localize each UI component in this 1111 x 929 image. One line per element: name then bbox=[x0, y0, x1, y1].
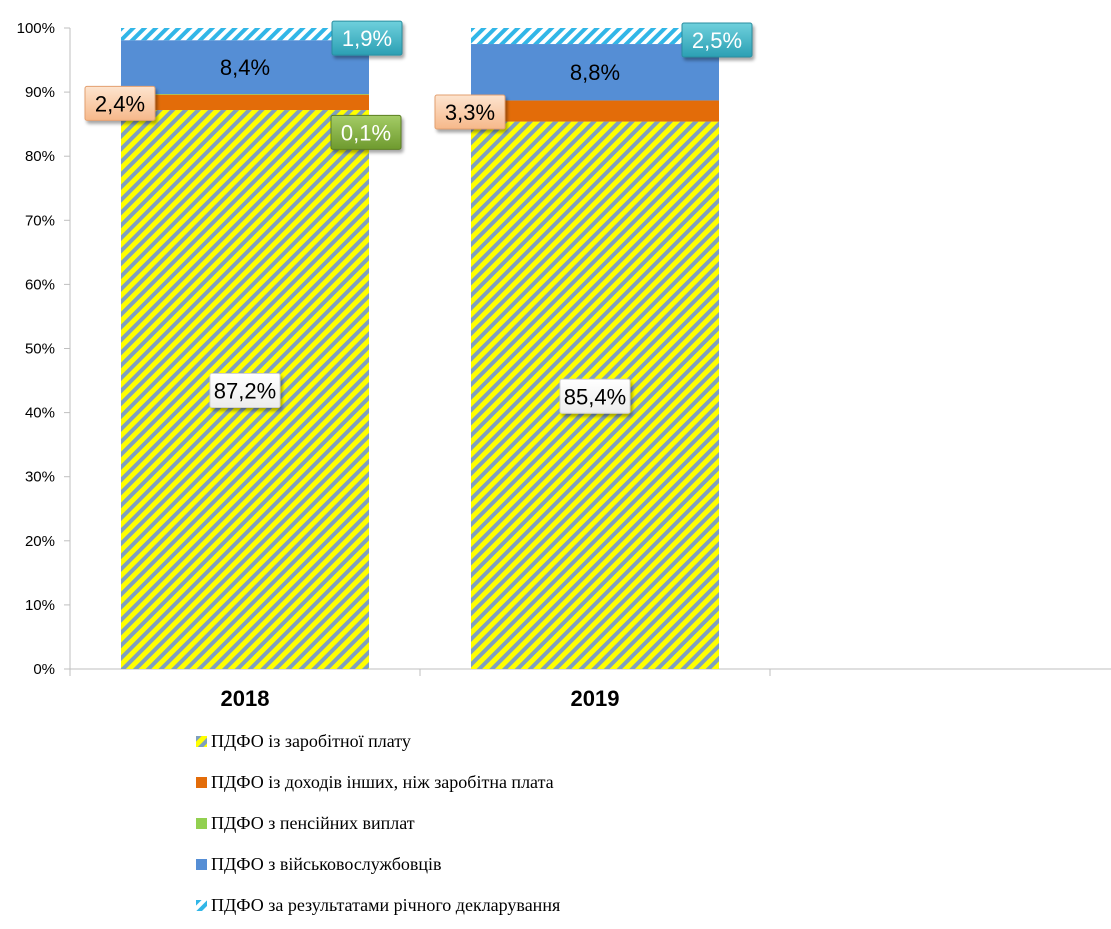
legend-swatch-declaration bbox=[196, 899, 207, 911]
legend-swatch-wages bbox=[196, 735, 207, 747]
axes: 0% 10% 20% 30% 40% 50% 60% 70% 80% 90% 100% bbox=[17, 20, 1111, 678]
data-label: 3,3% bbox=[434, 94, 506, 130]
bar-segment bbox=[471, 100, 719, 122]
y-tick-label: 60% bbox=[25, 276, 55, 293]
bar-segment bbox=[121, 28, 369, 41]
data-label-box bbox=[434, 94, 506, 130]
x-axis-ticks bbox=[69, 669, 771, 676]
y-tick-label: 80% bbox=[25, 148, 55, 165]
y-tick-label: 30% bbox=[25, 469, 55, 486]
bars bbox=[121, 28, 719, 670]
data-labels: 87,2% 85,4% 2,4% 3,3% 0,1% 8,4% 8,8% 1,9% 2,5% bbox=[84, 20, 753, 414]
category-label: 2018 bbox=[221, 686, 270, 711]
data-label-box bbox=[330, 114, 402, 150]
y-tick-label: 90% bbox=[25, 84, 55, 101]
data-label: 1,9% bbox=[331, 20, 403, 56]
data-label-text: 8,8% bbox=[570, 60, 620, 85]
data-label-text: 2,4% bbox=[95, 91, 145, 116]
data-label-text: 0,1% bbox=[341, 120, 391, 145]
y-tick-label: 20% bbox=[25, 533, 55, 550]
data-label-text: 87,2% bbox=[214, 379, 276, 404]
y-tick-label: 100% bbox=[17, 20, 55, 37]
data-label-box bbox=[331, 20, 403, 56]
data-label-box bbox=[209, 373, 281, 409]
category-label: 2019 bbox=[571, 686, 620, 711]
data-label: 0,1% bbox=[330, 114, 402, 150]
data-label: 2,4% bbox=[84, 85, 156, 121]
bar-segment bbox=[121, 94, 369, 95]
legend-swatch-military bbox=[196, 858, 207, 870]
bar-segment bbox=[121, 94, 369, 111]
category-labels: 2018 2019 bbox=[221, 686, 620, 711]
legend-swatch-pensions bbox=[196, 817, 207, 829]
bar-segment bbox=[471, 28, 719, 45]
data-label-box bbox=[681, 22, 753, 58]
y-tick-label: 0% bbox=[33, 661, 55, 678]
y-tick-label: 70% bbox=[25, 212, 55, 229]
data-label-text: 1,9% bbox=[342, 26, 392, 51]
legend-label-military: ПДФО з військовослужбовців bbox=[211, 853, 442, 874]
data-label-box bbox=[84, 85, 156, 121]
data-label: 87,2% bbox=[209, 373, 281, 409]
data-label-box bbox=[559, 378, 631, 414]
y-tick-label: 50% bbox=[25, 341, 55, 358]
bar-segment bbox=[121, 40, 369, 95]
legend-label-other-income: ПДФО із доходів інших, ніж заробітна пла… bbox=[211, 771, 554, 792]
stacked-bar-chart: 0%10%20%30%40%50%60%70%80%90%100% 2018 20… bbox=[17, 20, 1111, 711]
legend-item-wages: ПДФО із заробітної плату bbox=[196, 724, 560, 758]
legend-label-wages: ПДФО із заробітної плату bbox=[211, 730, 411, 751]
legend: ПДФО із заробітної плату ПДФО із доходів… bbox=[196, 724, 560, 929]
legend-label-pensions: ПДФО з пенсійних виплат bbox=[211, 812, 415, 833]
data-label: 8,4% bbox=[220, 55, 270, 80]
data-label-text: 2,5% bbox=[692, 28, 742, 53]
y-tick-label: 40% bbox=[25, 405, 55, 422]
data-label: 2,5% bbox=[681, 22, 753, 58]
legend-swatch-other-income bbox=[196, 776, 207, 788]
y-axis-ticks: 0% 10% 20% 30% 40% 50% 60% 70% 80% 90% 100% bbox=[17, 20, 70, 678]
legend-label-declaration: ПДФО за результатами річного декларуванн… bbox=[211, 894, 561, 915]
data-label-text: 85,4% bbox=[564, 384, 626, 409]
data-label-text: 3,3% bbox=[445, 100, 495, 125]
data-label: 85,4% bbox=[559, 378, 631, 414]
legend-item-pensions: ПДФО з пенсійних виплат bbox=[196, 806, 560, 840]
data-label: 8,8% bbox=[570, 60, 620, 85]
data-label-text: 8,4% bbox=[220, 55, 270, 80]
legend-item-other-income: ПДФО із доходів інших, ніж заробітна пла… bbox=[196, 765, 560, 799]
y-tick-label: 10% bbox=[25, 597, 55, 614]
legend-item-military: ПДФО з військовослужбовців bbox=[196, 847, 560, 881]
legend-item-declaration: ПДФО за результатами річного декларуванн… bbox=[196, 888, 560, 922]
bar-segment bbox=[471, 44, 719, 101]
